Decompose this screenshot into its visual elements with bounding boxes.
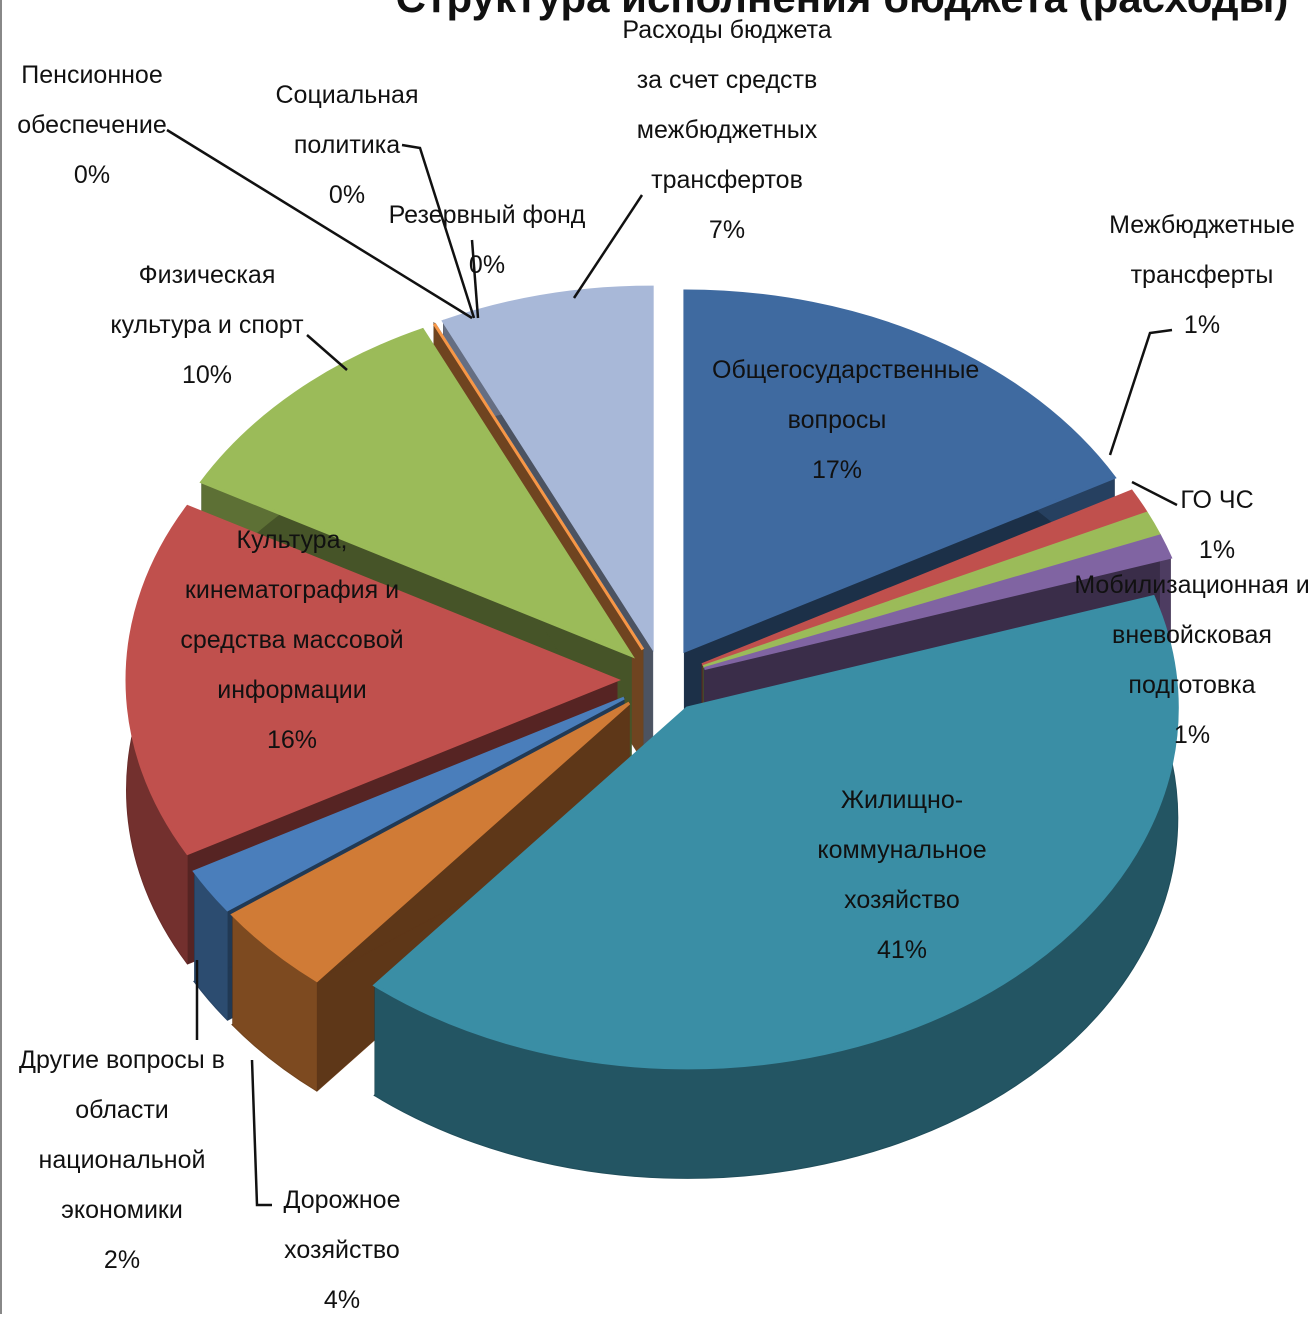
data-label: Мобилизационная и вневойсковая подготовк… <box>1062 560 1313 760</box>
data-label: Общегосударственные вопросы 17% <box>712 345 980 495</box>
value-label: 0% <box>73 161 111 189</box>
data-label: ГО ЧС 1% <box>1157 475 1277 575</box>
data-label: Резервный фонд 0% <box>377 190 597 290</box>
category-label: Физическая культура и спорт <box>110 261 304 339</box>
pie-slice <box>372 594 1179 1070</box>
category-label: Мобилизационная и вневойсковая подготовк… <box>1074 571 1310 699</box>
data-label: Культура, кинематография и средства масс… <box>157 515 427 765</box>
data-label: Дорожное хозяйство 4% <box>267 1175 417 1325</box>
pie-slice <box>701 489 1148 667</box>
slice <box>372 594 1179 1179</box>
data-label: Расходы бюджета за счет средств межбюдже… <box>607 5 847 255</box>
pie-slice <box>702 511 1162 669</box>
data-label: Социальная политика 0% <box>262 70 432 220</box>
leader-line <box>572 194 644 299</box>
pie-slice <box>192 696 625 912</box>
value-label: 16% <box>266 726 318 754</box>
category-label: Межбюджетные трансферты <box>1109 211 1295 289</box>
pie-slice <box>199 327 635 659</box>
category-label: Расходы бюджета за счет средств межбюдже… <box>622 16 832 194</box>
slice-side <box>374 596 1178 1178</box>
slice-side <box>194 871 228 1020</box>
value-label: 2% <box>103 1246 141 1274</box>
category-label: Жилищно-коммунальное хозяйство <box>817 786 987 914</box>
data-label: Межбюджетные трансферты 1% <box>1097 200 1307 350</box>
leader-line <box>1131 480 1178 507</box>
value-label: 17% <box>811 456 863 484</box>
data-label: Другие вопросы в области национальной эк… <box>7 1035 237 1285</box>
value-label: 4% <box>323 1286 361 1314</box>
data-label: Жилищно-коммунальное хозяйство 41% <box>792 775 1012 975</box>
value-label: 0% <box>328 181 366 209</box>
category-label: Другие вопросы в области национальной эк… <box>19 1046 225 1224</box>
category-label: Дорожное хозяйство <box>283 1186 401 1264</box>
leader-line <box>470 239 480 319</box>
leader-line <box>306 334 348 371</box>
leader-line <box>401 143 476 319</box>
category-label: Резервный фонд <box>388 201 586 229</box>
category-label: ГО ЧС <box>1180 486 1254 514</box>
category-label: Пенсионное обеспечение <box>17 61 167 139</box>
leader-line <box>166 128 473 320</box>
data-label: Физическая культура и спорт 10% <box>92 250 322 400</box>
value-label: 0% <box>468 251 506 279</box>
chart-title: Структура исполнения бюджета (расходы) <box>396 0 1289 22</box>
pie-slice <box>703 534 1173 671</box>
category-label: Социальная политика <box>275 81 419 159</box>
pie-slice <box>683 289 1117 654</box>
leader-line <box>1108 328 1173 456</box>
value-label: 1% <box>1198 536 1236 564</box>
pie-slice <box>125 504 622 856</box>
category-label: Культура, кинематография и средства масс… <box>180 526 404 704</box>
value-label: 10% <box>181 361 233 389</box>
pie-slice <box>441 285 654 653</box>
leader-line <box>250 1059 272 1207</box>
value-label: 1% <box>1173 721 1211 749</box>
pie-slice <box>230 701 631 983</box>
value-label: 1% <box>1183 311 1221 339</box>
value-label: 41% <box>876 936 928 964</box>
category-label: Общегосударственные вопросы <box>712 356 980 434</box>
slice-side <box>232 914 317 1091</box>
value-label: 7% <box>708 216 746 244</box>
data-label: Пенсионное обеспечение 0% <box>2 50 182 200</box>
